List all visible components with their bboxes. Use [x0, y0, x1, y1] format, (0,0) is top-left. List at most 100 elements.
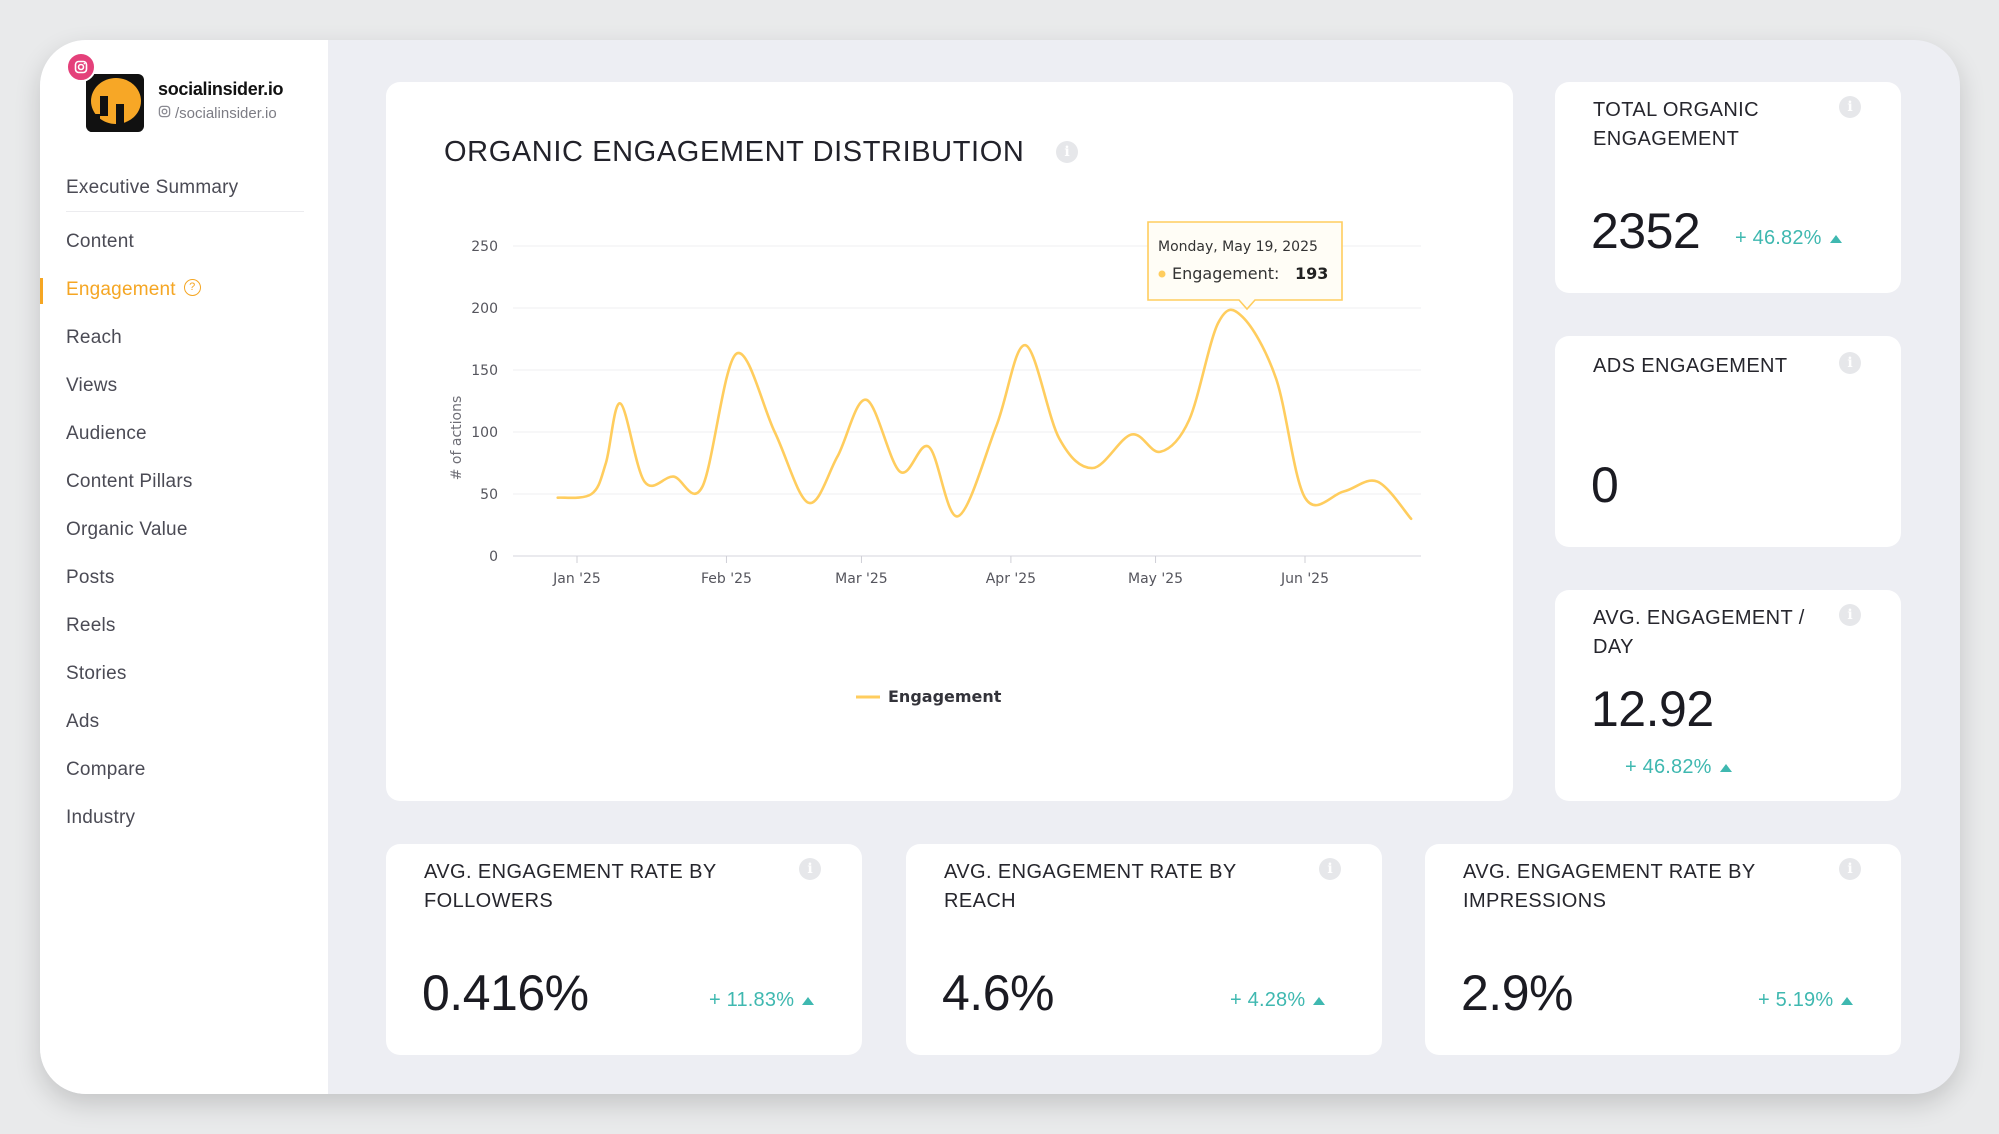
data-point[interactable] — [587, 490, 595, 498]
data-point[interactable] — [669, 473, 677, 481]
tooltip-marker — [1158, 270, 1166, 278]
sidebar-item-views[interactable]: Views — [66, 375, 118, 396]
kpi-value: 0.416% — [422, 965, 589, 1021]
sidebar-item-content-pillars[interactable]: Content Pillars — [66, 471, 193, 492]
engagement-series-line — [556, 308, 1413, 521]
sidebar-item-posts[interactable]: Posts — [66, 567, 115, 588]
sidebar-item-audience[interactable]: Audience — [66, 423, 147, 444]
card-title: TOTAL ORGANIC ENGAGEMENT — [1593, 99, 1759, 150]
data-point[interactable] — [1055, 434, 1063, 442]
data-point[interactable] — [896, 468, 904, 476]
x-tick-label: May '25 — [1128, 571, 1183, 587]
trend-up-icon — [1841, 996, 1854, 1005]
data-point[interactable] — [1185, 416, 1193, 424]
sidebar-item-industry[interactable]: Industry — [66, 807, 136, 828]
y-tick-label: 200 — [471, 301, 498, 317]
sidebar-item-engagement[interactable]: Engagement? — [40, 266, 304, 314]
kpi-delta: + 11.83% — [709, 989, 815, 1012]
data-point[interactable] — [698, 483, 706, 491]
kpi-value: 12.92 — [1591, 681, 1714, 737]
kpi-delta: + 4.28% — [1230, 989, 1326, 1012]
sidebar-item-ads[interactable]: Ads — [66, 711, 100, 732]
data-point[interactable] — [1156, 448, 1164, 456]
info-icon[interactable]: i — [1839, 352, 1861, 374]
data-point[interactable] — [554, 494, 562, 502]
account-handle: /socialinsider.io — [175, 105, 277, 122]
data-point[interactable] — [1407, 515, 1415, 523]
data-point[interactable] — [1340, 488, 1348, 496]
card-title: AVG. ENGAGEMENT RATE BY IMPRESSIONS — [1463, 861, 1756, 912]
engagement-rate-reach-card: AVG. ENGAGEMENT RATE BY REACH i 4.6% + 4… — [906, 844, 1382, 1055]
y-tick-label: 50 — [480, 487, 498, 503]
data-point[interactable] — [1272, 375, 1280, 383]
engagement-line-chart: 0 50 100 150 200 250 Jan '25 Feb '25 Mar '25 Apr… — [449, 221, 1421, 706]
kpi-value: 4.6% — [942, 965, 1054, 1021]
sidebar-item-executive-summary[interactable]: Executive Summary — [66, 164, 304, 212]
data-point[interactable] — [1089, 464, 1097, 472]
y-axis-label: # of actions — [449, 396, 465, 481]
data-point[interactable] — [925, 443, 933, 451]
data-point[interactable] — [954, 512, 962, 520]
info-icon[interactable]: i — [1839, 858, 1861, 880]
data-point[interactable] — [616, 399, 624, 407]
kpi-value: 2352 — [1591, 203, 1701, 259]
data-point[interactable] — [1238, 313, 1246, 321]
x-tick-label: Jun '25 — [1280, 571, 1329, 587]
instagram-small-icon — [158, 105, 171, 122]
card-title: AVG. ENGAGEMENT / DAY — [1593, 607, 1805, 658]
data-point[interactable] — [602, 459, 610, 467]
sidebar-item-reach[interactable]: Reach — [66, 327, 122, 348]
info-icon[interactable]: i — [799, 858, 821, 880]
data-point[interactable] — [1021, 341, 1029, 349]
app-window: socialinsider.io /socialinsider.io Execu… — [40, 40, 1960, 1094]
data-point[interactable] — [1214, 319, 1222, 327]
data-point[interactable] — [640, 478, 648, 486]
help-icon[interactable]: ? — [183, 279, 201, 297]
sidebar-item-reels[interactable]: Reels — [66, 615, 116, 636]
card-title: AVG. ENGAGEMENT RATE BY REACH — [944, 861, 1237, 912]
engagement-distribution-card: ORGANIC ENGAGEMENT DISTRIBUTION i 0 50 100… — [386, 82, 1513, 801]
sidebar: socialinsider.io /socialinsider.io Execu… — [40, 40, 328, 1094]
x-tick-label: Apr '25 — [986, 571, 1036, 587]
info-icon[interactable]: i — [1056, 141, 1078, 163]
info-icon[interactable]: i — [1839, 96, 1861, 118]
card-title: ADS ENGAGEMENT — [1593, 355, 1788, 377]
x-tick-label: Feb '25 — [701, 571, 752, 587]
info-icon[interactable]: i — [1319, 858, 1341, 880]
kpi-delta: + 46.82% — [1625, 756, 1732, 779]
tooltip-date: Monday, May 19, 2025 — [1158, 239, 1318, 255]
sidebar-item-organic-value[interactable]: Organic Value — [66, 519, 188, 540]
sidebar-item-compare[interactable]: Compare — [66, 759, 146, 780]
sidebar-item-content[interactable]: Content — [66, 231, 134, 252]
trend-up-icon — [1313, 996, 1326, 1005]
data-point[interactable] — [732, 350, 740, 358]
data-point[interactable] — [804, 499, 812, 507]
data-point[interactable] — [1127, 430, 1135, 438]
engagement-rate-followers-card: AVG. ENGAGEMENT RATE BY FOLLOWERS i 0.41… — [386, 844, 862, 1055]
data-point[interactable] — [992, 422, 1000, 430]
kpi-delta: + 46.82% — [1735, 227, 1842, 250]
ads-engagement-card: ADS ENGAGEMENT i 0 — [1555, 336, 1901, 547]
sidebar-item-stories[interactable]: Stories — [66, 663, 127, 684]
legend-label: Engagement — [888, 687, 1002, 706]
data-point[interactable] — [1301, 494, 1309, 502]
info-icon[interactable]: i — [1839, 604, 1861, 626]
chart-legend[interactable]: Engagement — [856, 687, 1002, 706]
chart-tooltip: Monday, May 19, 2025 Engagement: 193 — [1147, 221, 1343, 311]
data-point[interactable] — [833, 453, 841, 461]
trend-up-icon — [1719, 763, 1732, 772]
data-point[interactable] — [1373, 478, 1381, 486]
trend-up-icon — [802, 996, 815, 1005]
card-title: AVG. ENGAGEMENT RATE BY FOLLOWERS — [424, 861, 717, 912]
chart-title: ORGANIC ENGAGEMENT DISTRIBUTION — [444, 136, 1025, 168]
sidebar-nav: Executive Summary Content Engagement? Re… — [40, 164, 304, 842]
data-point[interactable] — [771, 428, 779, 436]
kpi-value: 2.9% — [1461, 965, 1573, 1021]
kpi-value: 0 — [1591, 457, 1619, 513]
data-point[interactable] — [862, 396, 870, 404]
account-header[interactable]: socialinsider.io /socialinsider.io — [66, 52, 306, 132]
tooltip-value: 193 — [1295, 264, 1328, 283]
y-tick-label: 0 — [489, 549, 498, 565]
trend-up-icon — [1829, 234, 1842, 243]
tooltip-series: Engagement: — [1172, 264, 1279, 283]
